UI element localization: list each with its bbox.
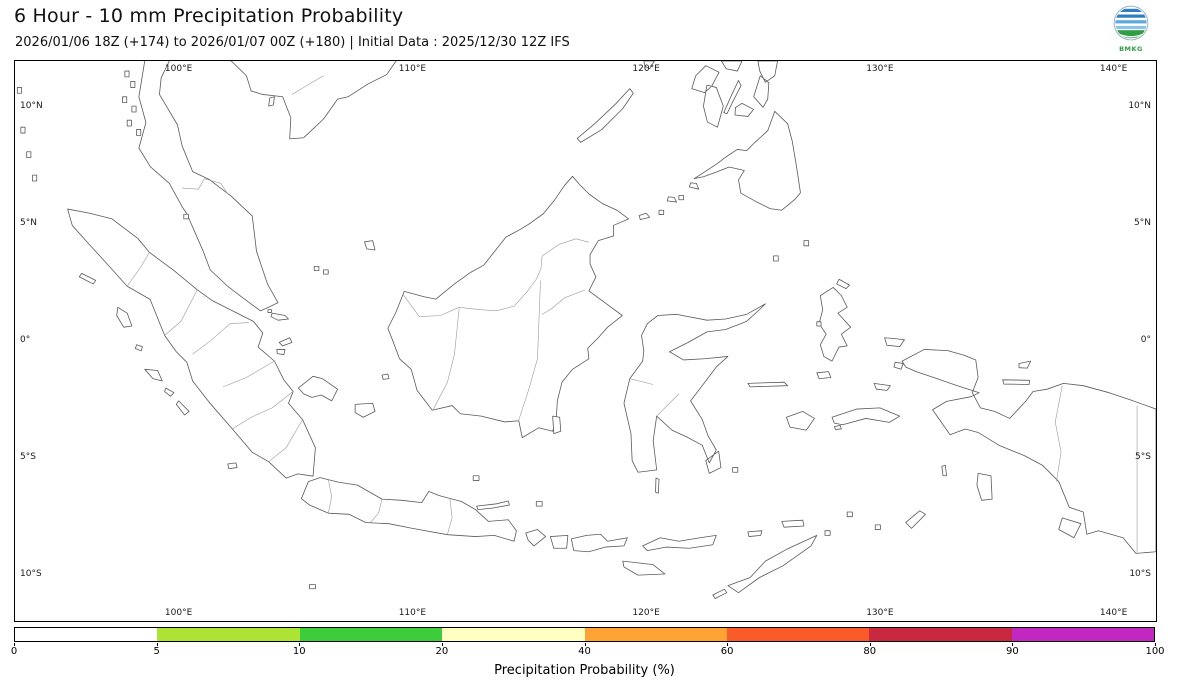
lat-label-right-5S: 5°S bbox=[1135, 451, 1151, 462]
borneo-admin-borders bbox=[403, 239, 589, 420]
colorbar-segment-0-5 bbox=[15, 628, 158, 641]
west-sumatra-islands bbox=[79, 273, 237, 468]
coastlines bbox=[17, 61, 1156, 599]
sulawesi-coastline bbox=[624, 304, 831, 493]
colorbar-tickmark bbox=[869, 643, 871, 646]
lat-label-left-5N: 5°N bbox=[20, 217, 37, 228]
borneo-coastline bbox=[388, 176, 629, 437]
lon-label-top-110E: 110°E bbox=[398, 64, 427, 74]
lat-label-left-10S: 10°S bbox=[20, 568, 42, 579]
indochina-coastline bbox=[231, 61, 396, 139]
page-subtitle: 2026/01/06 18Z (+174) to 2026/01/07 00Z … bbox=[15, 35, 570, 50]
colorbar-tick-0: 0 bbox=[10, 646, 18, 657]
colorbar-tickmark bbox=[727, 643, 729, 646]
java-coastline bbox=[301, 478, 516, 542]
visayas-palawan-coastline bbox=[577, 61, 777, 142]
colorbar-label: Precipitation Probability (%) bbox=[494, 663, 675, 678]
bmkg-logo: BMKG bbox=[1110, 5, 1152, 53]
lat-label-right-10N: 10°N bbox=[1128, 100, 1151, 111]
colorbar-tickmark bbox=[584, 643, 586, 646]
colorbar-tick-5: 5 bbox=[153, 646, 160, 657]
colorbar-tickmark bbox=[299, 643, 301, 646]
papua-coastline bbox=[874, 338, 1156, 554]
lat-label-left-5S: 5°S bbox=[20, 451, 36, 462]
lesser-sunda-coastline bbox=[526, 520, 817, 598]
phu-quoc-island bbox=[269, 97, 275, 106]
bangka-belitung-coastline bbox=[298, 376, 375, 417]
lon-label-top-120E: 120°E bbox=[632, 64, 660, 74]
colorbar-tickmark bbox=[441, 643, 443, 646]
page-title: 6 Hour - 10 mm Precipitation Probability bbox=[14, 5, 404, 27]
peninsula-admin-borders bbox=[182, 76, 323, 194]
colorbar-tick-60: 60 bbox=[720, 646, 734, 657]
small-islands bbox=[17, 71, 880, 589]
colorbar-segment-40-60 bbox=[584, 628, 727, 641]
lon-label-top-140E: 140°E bbox=[1099, 64, 1128, 74]
lon-label-bottom-130E: 130°E bbox=[866, 608, 894, 618]
lon-label-top-130E: 130°E bbox=[866, 64, 894, 74]
mindanao-coastline bbox=[639, 111, 800, 219]
lon-label-bottom-110E: 110°E bbox=[398, 608, 427, 618]
colorbar-segment-90-100 bbox=[1011, 628, 1154, 641]
colorbar-tickmark bbox=[1012, 643, 1014, 646]
colorbar-tick-20: 20 bbox=[435, 646, 449, 657]
colorbar-segment-60-80 bbox=[726, 628, 870, 641]
colorbar-tick-80: 80 bbox=[863, 646, 877, 657]
bmkg-logo-icon bbox=[1113, 5, 1149, 41]
maluku-coastline bbox=[786, 279, 992, 528]
colorbar-ticks: 0 5 10 20 40 60 80 90 100 bbox=[10, 643, 1165, 659]
colorbar-tick-10: 10 bbox=[292, 646, 306, 657]
bmkg-logo-text: BMKG bbox=[1119, 45, 1143, 53]
colorbar-tickmark bbox=[156, 643, 158, 646]
sumatra-admin-borders bbox=[127, 252, 302, 461]
colorbar-tick-40: 40 bbox=[578, 646, 591, 657]
lon-label-bottom-120E: 120°E bbox=[632, 608, 660, 618]
java-admin-borders bbox=[328, 479, 452, 534]
sumatra-coastline bbox=[68, 209, 316, 478]
lat-label-right-5N: 5°N bbox=[1134, 217, 1151, 228]
lon-label-bottom-140E: 140°E bbox=[1099, 608, 1128, 618]
lon-label-bottom-100E: 100°E bbox=[164, 608, 193, 618]
sulawesi-admin-borders bbox=[630, 379, 679, 416]
colorbar-tick-100: 100 bbox=[1145, 646, 1165, 657]
riau-islands bbox=[271, 241, 389, 380]
colorbar-tickmark bbox=[14, 643, 15, 646]
colorbar-segment-20-40 bbox=[442, 628, 585, 641]
map-canvas: 100°E 110°E 120°E 130°E 140°E 100°E 110°… bbox=[14, 60, 1157, 622]
colorbar-segment-5-10 bbox=[157, 628, 300, 641]
lon-label-top-100E: 100°E bbox=[164, 64, 193, 74]
pulau-laut-island bbox=[553, 416, 561, 434]
lat-label-right-0: 0° bbox=[1140, 334, 1151, 345]
coastline-map bbox=[15, 61, 1156, 621]
papua-admin-borders bbox=[1055, 386, 1137, 553]
colorbar-segment-80-90 bbox=[869, 628, 1012, 641]
admin-borders bbox=[127, 76, 1137, 553]
lat-label-left-0: 0° bbox=[20, 334, 31, 345]
colorbar-tick-90: 90 bbox=[1006, 646, 1019, 657]
lat-label-left-10N: 10°N bbox=[20, 100, 43, 111]
malay-peninsula-coastline bbox=[139, 61, 278, 311]
colorbar bbox=[14, 627, 1155, 642]
colorbar-segment-10-20 bbox=[299, 628, 443, 641]
lat-label-right-10S: 10°S bbox=[1129, 568, 1151, 579]
colorbar-tickmark bbox=[1155, 643, 1156, 646]
